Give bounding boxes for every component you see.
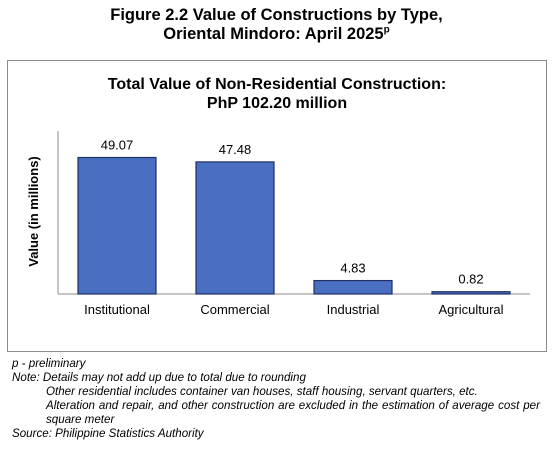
chart-title-line1: Total Value of Non-Residential Construct… <box>107 76 447 93</box>
y-axis-label: Value (in millions) <box>26 156 41 267</box>
figure-title-line1: Figure 2.2 Value of Constructions by Typ… <box>110 6 443 24</box>
bar-agricultural <box>431 291 511 295</box>
figure-title-superscript: p <box>383 24 390 36</box>
data-label-agricultural: 0.82 <box>458 272 483 287</box>
bar-chart: Value (in millions) 49.07 Institutional 47.… <box>26 131 530 317</box>
data-label-commercial: 47.48 <box>219 142 252 157</box>
chart-title: Total Value of Non-Residential Construct… <box>8 75 546 113</box>
chart-area: Total Value of Non-Residential Construct… <box>7 60 547 352</box>
note-alteration: Alteration and repair, and other constru… <box>46 399 540 426</box>
bar-institutional <box>77 156 157 295</box>
notes: p - preliminary Note: Details may not ad… <box>12 357 540 441</box>
data-label-industrial: 4.83 <box>340 261 365 276</box>
figure-title-line2: Oriental Mindoro: April 2025 <box>163 25 384 43</box>
note-source: Source: Philippine Statistics Authority <box>12 427 204 440</box>
x-tick-label-agricultural: Agricultural <box>438 302 503 317</box>
bar-industrial <box>313 279 393 295</box>
figure-title-line2-wrap: Oriental Mindoro: April 2025p <box>0 25 553 44</box>
x-tick-label-industrial: Industrial <box>327 302 380 317</box>
note-preliminary: p - preliminary <box>12 357 86 370</box>
figure-title: Figure 2.2 Value of Constructions by Typ… <box>0 6 553 44</box>
bar-commercial <box>195 161 275 295</box>
note-rounding: Note: Details may not add up due to tota… <box>12 371 306 384</box>
x-tick-label-commercial: Commercial <box>200 302 269 317</box>
chart-title-line2: PhP 102.20 million <box>206 95 348 112</box>
data-label-institutional: 49.07 <box>101 137 134 152</box>
note-other-residential: Other residential includes container van… <box>46 385 478 398</box>
x-tick-label-institutional: Institutional <box>84 302 150 317</box>
